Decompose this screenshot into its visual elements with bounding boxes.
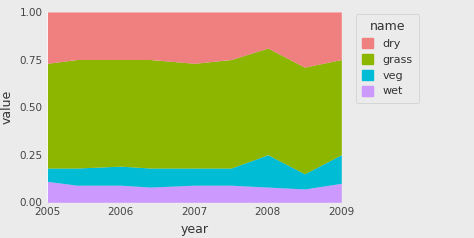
Legend: dry, grass, veg, wet: dry, grass, veg, wet [356, 14, 419, 103]
Y-axis label: value: value [1, 90, 14, 124]
X-axis label: year: year [180, 223, 209, 236]
